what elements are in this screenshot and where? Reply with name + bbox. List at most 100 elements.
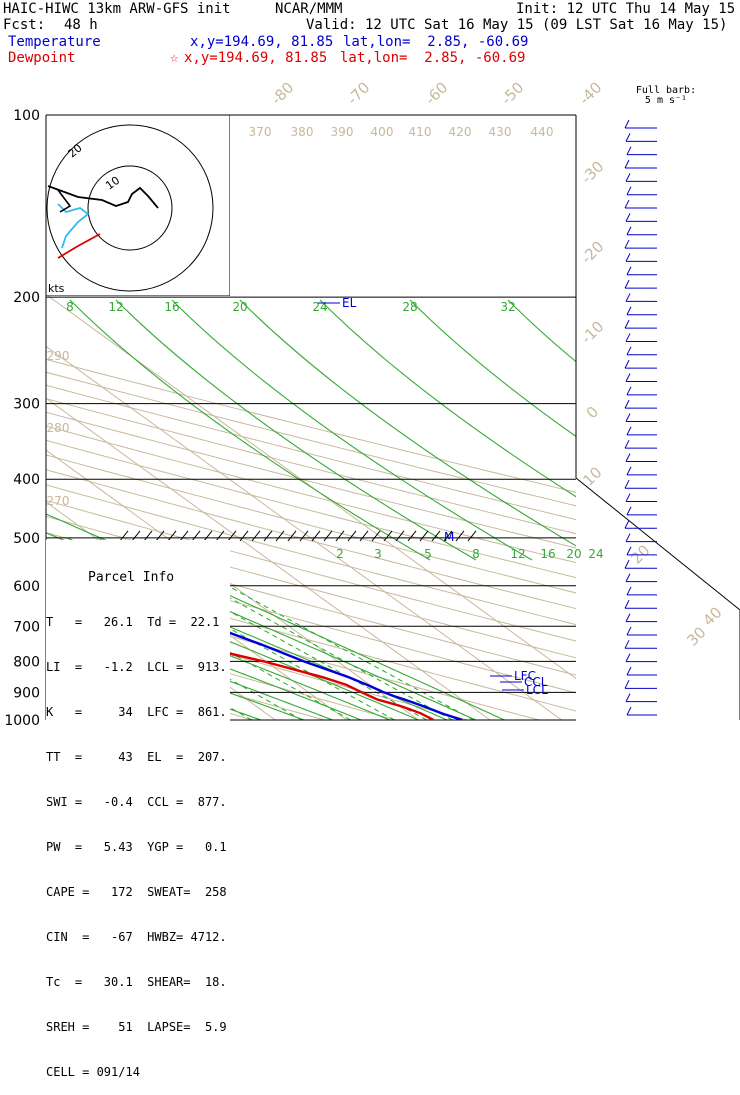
wind-barb-flag <box>625 333 631 342</box>
hash-mark <box>455 530 465 542</box>
hash-mark <box>311 530 321 542</box>
parcel-info-title: Parcel Info <box>88 570 175 585</box>
mixing-ratio-label: 12 <box>108 300 123 314</box>
moist-adiabat-upper-line <box>507 299 576 363</box>
temperature-latlon: lat,lon= 2.85, -60.69 <box>343 34 529 50</box>
mixing-ratio-mid-label: 24 <box>588 547 603 561</box>
wind-barb-flag <box>625 533 631 542</box>
theta-label: 370 <box>249 125 272 139</box>
hash-mark <box>299 530 309 542</box>
isotherm-label: -70 <box>343 78 373 108</box>
wind-barb-flag <box>624 560 630 569</box>
moist-adiabat-line <box>46 600 362 720</box>
isotherm-line <box>46 293 576 680</box>
wind-barb-flag <box>626 466 632 476</box>
isotherm-label: -50 <box>497 78 527 108</box>
pressure-tick-label: 300 <box>13 397 40 413</box>
theta-label: 290 <box>47 349 70 363</box>
wind-barb-flag <box>624 399 630 409</box>
hash-mark <box>119 530 129 542</box>
isotherm-label: -20 <box>577 237 607 267</box>
mixing-ratio-label: 20 <box>232 300 247 314</box>
barb-legend-units: 5 m s⁻¹ <box>644 95 688 106</box>
dry-adiabat-line <box>46 499 576 642</box>
dewpoint-legend-label: Dewpoint <box>8 50 76 66</box>
mixing-ratio-label: 8 <box>66 300 74 314</box>
wind-barb-flag <box>625 213 631 222</box>
wind-barb-flag <box>626 666 632 676</box>
wind-barb-flag <box>624 680 630 689</box>
dry-adiabat-line <box>46 469 576 610</box>
moist-adiabat-line <box>46 614 333 720</box>
wind-barb-flag <box>625 573 631 582</box>
parcel-row-2: LI = -1.2 LCL = 913. <box>46 660 227 674</box>
parcel-row-1: T = 26.1 Td = 22.1 <box>46 615 220 629</box>
mixing-ratio-line <box>140 537 474 720</box>
dewpoint-latlon: lat,lon= 2.85, -60.69 <box>340 50 526 66</box>
level-marker-label: LCL <box>526 683 548 697</box>
wind-barb-flag <box>625 173 631 182</box>
barb-legend-title: Full barb: <box>635 85 697 96</box>
hash-mark <box>215 530 225 542</box>
hash-mark <box>275 530 285 542</box>
wind-barb-flag <box>624 479 630 489</box>
hash-mark <box>167 530 177 542</box>
pressure-tick-label: 900 <box>13 685 40 701</box>
wind-barb-flag <box>626 266 632 275</box>
wind-barb-flag <box>624 119 630 129</box>
moist-adiabat-upper-line <box>239 299 576 547</box>
hash-mark <box>443 530 453 542</box>
hash-mark <box>227 530 237 542</box>
parcel-row-3: K = 34 LFC = 861. <box>46 705 227 719</box>
temperature-xy: x,y=194.69, 81.85 <box>190 34 334 50</box>
mixing-ratio-mid-label: 2 <box>336 547 344 561</box>
wind-barb-flag <box>624 319 630 329</box>
theta-label: 380 <box>291 125 314 139</box>
wind-barb-flag <box>626 586 632 596</box>
wind-barb-flag <box>624 159 630 169</box>
hash-mark <box>335 530 345 542</box>
theta-label: 430 <box>489 125 512 139</box>
hash-mark <box>179 530 189 542</box>
theta-label: 420 <box>449 125 472 139</box>
isotherm-label: -60 <box>421 78 451 108</box>
pressure-tick-label: 200 <box>13 290 40 306</box>
wind-barb-flag <box>625 493 631 502</box>
wind-barb-flag <box>625 613 631 622</box>
mixing-ratio-line <box>121 537 453 720</box>
hodograph-trace-cyan <box>57 203 90 249</box>
hash-mark <box>251 530 261 542</box>
hash-mark <box>203 530 213 542</box>
wind-barb-flag <box>626 386 632 396</box>
hodograph-ring-20 <box>46 124 214 292</box>
model-title: HAIC-HIWC 13km ARW-GFS init <box>3 1 231 17</box>
wind-barb-flag <box>626 306 632 315</box>
wind-barb-flag <box>624 640 630 649</box>
moist-adiabat-upper-line <box>115 299 477 561</box>
hash-mark <box>239 530 249 542</box>
theta-label: 270 <box>47 494 70 508</box>
moist-adiabat-upper-line <box>69 299 431 561</box>
mixing-ratio-mid-label: 8 <box>472 547 480 561</box>
moist-adiabat-upper-line <box>319 299 576 498</box>
dewpoint-star-icon: ☆ <box>170 50 179 66</box>
init-time: Init: 12 UTC Thu 14 May 15 <box>516 1 736 17</box>
wind-barb-flag <box>624 199 630 209</box>
isotherm-label: -40 <box>575 78 605 108</box>
hash-mark <box>395 530 405 542</box>
pressure-tick-label: 700 <box>13 619 40 635</box>
hash-mark <box>359 530 369 542</box>
dewpoint-xy: x,y=194.69, 81.85 <box>184 50 328 66</box>
isotherm-label: 30 <box>683 623 709 649</box>
theta-label: 440 <box>531 125 554 139</box>
mixing-ratio-label: 16 <box>164 300 179 314</box>
hash-mark <box>263 530 273 542</box>
wind-barb-flag <box>626 506 632 516</box>
mixing-ratio-mid-label: 3 <box>374 547 382 561</box>
parcel-row-4: TT = 43 EL = 207. <box>46 750 227 764</box>
wind-barb-flag <box>625 373 631 382</box>
dry-adiabat-line <box>46 454 576 594</box>
level-marker-label: LFC <box>514 669 536 683</box>
wind-barb-flag <box>625 653 631 662</box>
hash-mark <box>287 530 297 542</box>
